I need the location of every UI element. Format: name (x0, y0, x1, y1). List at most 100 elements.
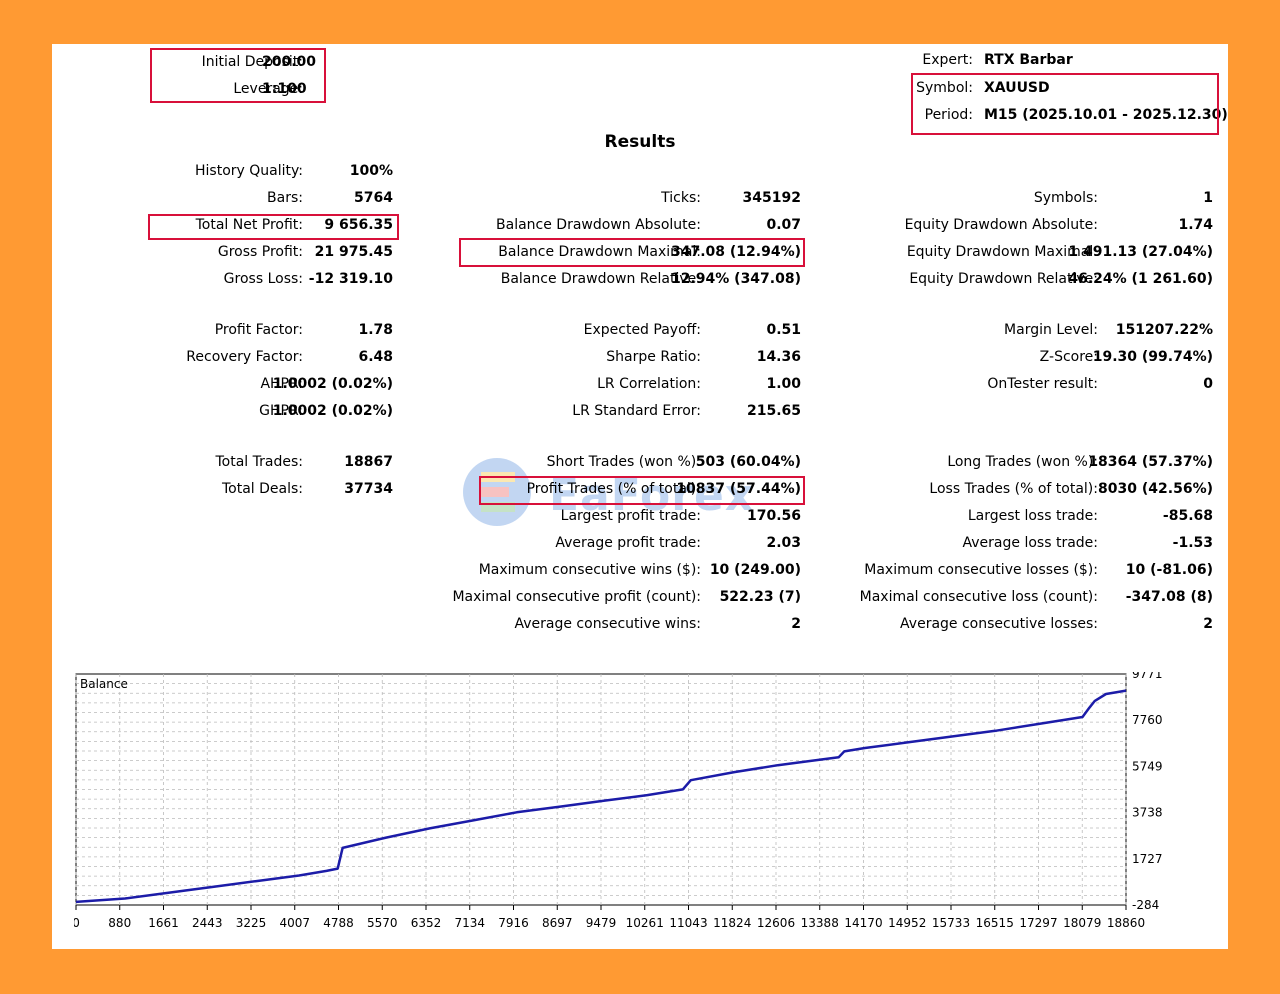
col2-value: 10837 (57.44%) (676, 481, 801, 497)
y-tick-label: 1727 (1132, 852, 1163, 866)
col1-value: 9 656.35 (324, 217, 393, 233)
col3-label: Maximal consecutive loss (count): (859, 589, 1098, 605)
col2-label: Balance Drawdown Maximal: (498, 244, 701, 260)
col2-label: LR Standard Error: (572, 403, 701, 419)
highlight-box-symbol (911, 73, 1219, 135)
col3-label: Symbols: (1033, 190, 1098, 206)
col2-label: Average consecutive wins: (514, 616, 701, 632)
col2-label: Profit Trades (% of total): (526, 481, 701, 497)
x-tick-label: 0 (74, 916, 80, 930)
chart-title: Balance (80, 677, 128, 691)
col3-label: Equity Drawdown Maximal: (906, 244, 1098, 260)
x-tick-label: 3225 (236, 916, 267, 930)
x-tick-label: 10261 (626, 916, 664, 930)
y-tick-label: 3738 (1132, 806, 1163, 820)
x-tick-label: 4007 (279, 916, 310, 930)
col1-label: History Quality: (195, 163, 303, 179)
col3-label: Largest loss trade: (967, 508, 1098, 524)
y-tick-label: -284 (1132, 898, 1159, 912)
col1-label: Total Trades: (215, 454, 304, 470)
col3-value: 46.24% (1 261.60) (1068, 271, 1213, 287)
col2-value: 345192 (742, 190, 801, 206)
col3-label: Margin Level: (1004, 322, 1098, 338)
period-value: M15 (2025.10.01 - 2025.12.30) (984, 107, 1228, 123)
x-tick-label: 18079 (1063, 916, 1101, 930)
col3-value: 18364 (57.37%) (1088, 454, 1213, 470)
col2-label: Ticks: (661, 190, 701, 206)
y-tick-label: 9771 (1132, 672, 1163, 681)
col1-label: AHPR: (260, 376, 303, 392)
col1-value: 6.48 (358, 349, 393, 365)
col2-value: 170.56 (746, 508, 801, 524)
col2-label: Maximal consecutive profit (count): (452, 589, 701, 605)
col1-value: 37734 (344, 481, 393, 497)
col1-value: 1.78 (358, 322, 393, 338)
col3-label: Average consecutive losses: (900, 616, 1098, 632)
x-tick-label: 11824 (713, 916, 751, 930)
col2-value: 0.51 (766, 322, 801, 338)
col2-label: Largest profit trade: (560, 508, 701, 524)
x-tick-label: 9479 (586, 916, 617, 930)
symbol-label: Symbol: (916, 80, 973, 96)
col1-value: 21 975.45 (314, 244, 393, 260)
symbol-value: XAUUSD (984, 80, 1050, 96)
col1-label: Gross Loss: (223, 271, 303, 287)
initial-deposit-label: Initial Deposit: (201, 54, 303, 70)
col2-value: 522.23 (7) (719, 589, 801, 605)
period-label: Period: (924, 107, 973, 123)
col2-value: 347.08 (12.94%) (670, 244, 801, 260)
col3-value: 19.30 (99.74%) (1092, 349, 1213, 365)
initial-deposit-value: 200.00 (262, 54, 317, 70)
x-tick-label: 11043 (669, 916, 707, 930)
balance-chart: 0 880 1661 2443 3225 4007 4788 5570 6352 7134 7916… (74, 672, 1163, 930)
col3-value: 151207.22% (1115, 322, 1213, 338)
leverage-label: Leverage: (233, 81, 303, 97)
col3-label: Maximum consecutive losses ($): (864, 562, 1098, 578)
col2-value: 215.65 (746, 403, 801, 419)
col3-value: 10 (-81.06) (1125, 562, 1213, 578)
col1-value: 1.0002 (0.02%) (272, 376, 393, 392)
col2-label: Average profit trade: (555, 535, 701, 551)
col1-value: 18867 (344, 454, 393, 470)
col1-label: Profit Factor: (214, 322, 303, 338)
col2-value: 0.07 (766, 217, 801, 233)
col1-value: 5764 (354, 190, 393, 206)
col2-value: 10 (249.00) (709, 562, 801, 578)
col3-label: Long Trades (won %): (947, 454, 1098, 470)
col2-label: Expected Payoff: (583, 322, 701, 338)
x-tick-label: 18860 (1107, 916, 1145, 930)
highlight-box-balance-dd (459, 238, 805, 267)
x-tick-label: 14170 (844, 916, 882, 930)
expert-value: RTX Barbar (984, 52, 1073, 68)
x-tick-label: 880 (108, 916, 131, 930)
expert-label: Expert: (922, 52, 973, 68)
col3-label: Equity Drawdown Relative: (909, 271, 1098, 287)
x-tick-label: 1661 (148, 916, 179, 930)
col2-value: 12.94% (347.08) (670, 271, 801, 287)
col2-label: LR Correlation: (597, 376, 701, 392)
col1-value: -12 319.10 (308, 271, 393, 287)
col2-label: Balance Drawdown Relative: (500, 271, 701, 287)
col3-label: OnTester result: (987, 376, 1098, 392)
col2-label: Maximum consecutive wins ($): (478, 562, 701, 578)
col3-value: 8030 (42.56%) (1098, 481, 1213, 497)
highlight-box-deposit (150, 48, 326, 103)
col1-label: Total Deals: (221, 481, 303, 497)
col3-value: 1 (1203, 190, 1213, 206)
x-tick-label: 15733 (932, 916, 970, 930)
col3-label: Loss Trades (% of total): (929, 481, 1098, 497)
col2-value: 1.00 (766, 376, 801, 392)
col1-value: 100% (349, 163, 393, 179)
col3-value: 0 (1203, 376, 1213, 392)
x-tick-label: 5570 (367, 916, 398, 930)
col3-label: Average loss trade: (962, 535, 1098, 551)
x-tick-label: 12606 (757, 916, 795, 930)
report-panel: Initial Deposit: 200.00 Leverage: 1:100 … (52, 44, 1228, 949)
x-tick-label: 8697 (542, 916, 573, 930)
col3-label: Z-Score: (1039, 349, 1098, 365)
x-tick-label: 4788 (323, 916, 354, 930)
col1-label: GHPR: (259, 403, 303, 419)
col3-value: 1.74 (1178, 217, 1213, 233)
col2-label: Sharpe Ratio: (606, 349, 701, 365)
highlight-box-net-profit (148, 214, 399, 240)
